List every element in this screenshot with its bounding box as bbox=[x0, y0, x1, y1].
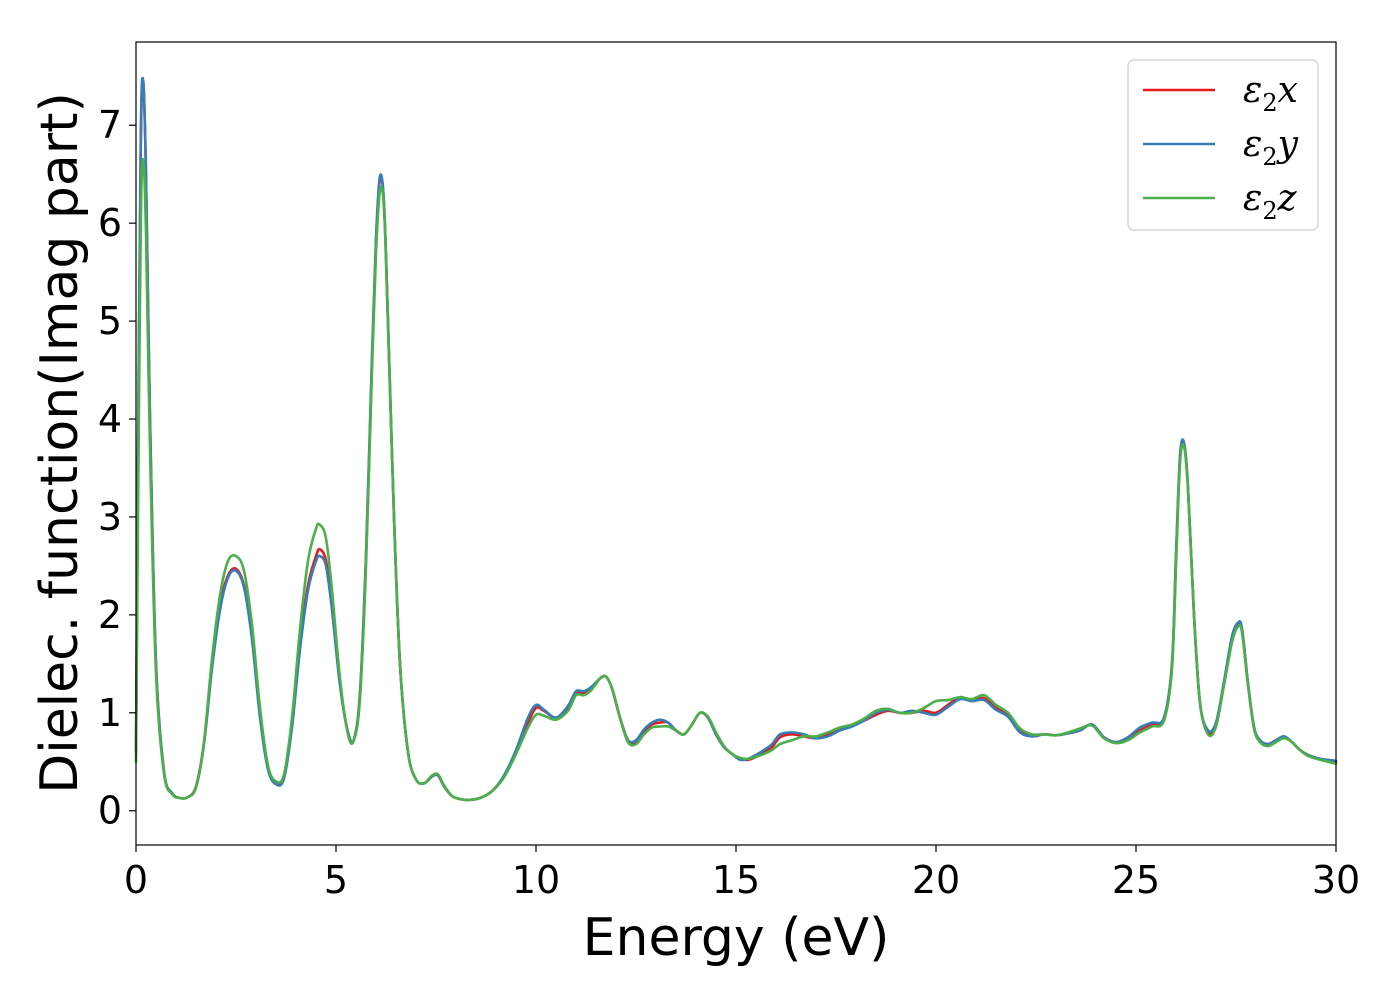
x-tick-label: 30 bbox=[1312, 858, 1360, 902]
x-axis: 0 5 10 15 20 25 30 bbox=[124, 845, 1360, 902]
x-tick-label: 20 bbox=[912, 858, 960, 902]
legend-entries: ε2x ε2y ε2z bbox=[1143, 70, 1299, 225]
y-tick-label: 7 bbox=[98, 103, 122, 147]
y-tick-label: 3 bbox=[98, 495, 122, 539]
legend-box bbox=[1127, 59, 1319, 231]
y-tick-label: 5 bbox=[98, 299, 122, 343]
y-axis-label: Dielec. function(Imag part) bbox=[30, 92, 90, 794]
legend: ε2x ε2y ε2z bbox=[1127, 59, 1319, 231]
y-tick-label: 4 bbox=[98, 397, 122, 441]
y-tick-label: 0 bbox=[98, 789, 122, 833]
x-tick-label: 25 bbox=[1112, 858, 1160, 902]
legend-label-y: ε2y bbox=[1243, 124, 1299, 171]
x-axis-label: Energy (eV) bbox=[583, 908, 890, 968]
series-line-z bbox=[134, 158, 1338, 802]
x-tick-label: 10 bbox=[512, 858, 560, 902]
x-tick-label: 15 bbox=[712, 858, 760, 902]
y-tick-label: 1 bbox=[98, 691, 122, 735]
y-axis: 0 1 2 3 4 5 6 7 bbox=[98, 103, 136, 833]
legend-label-z: ε2z bbox=[1243, 178, 1298, 225]
legend-label-x: ε2x bbox=[1243, 70, 1298, 117]
x-tick-label: 5 bbox=[324, 858, 348, 902]
y-tick-label: 6 bbox=[98, 201, 122, 245]
plot-series bbox=[134, 76, 1338, 802]
y-tick-label: 2 bbox=[98, 593, 122, 637]
x-tick-label: 0 bbox=[124, 858, 148, 902]
